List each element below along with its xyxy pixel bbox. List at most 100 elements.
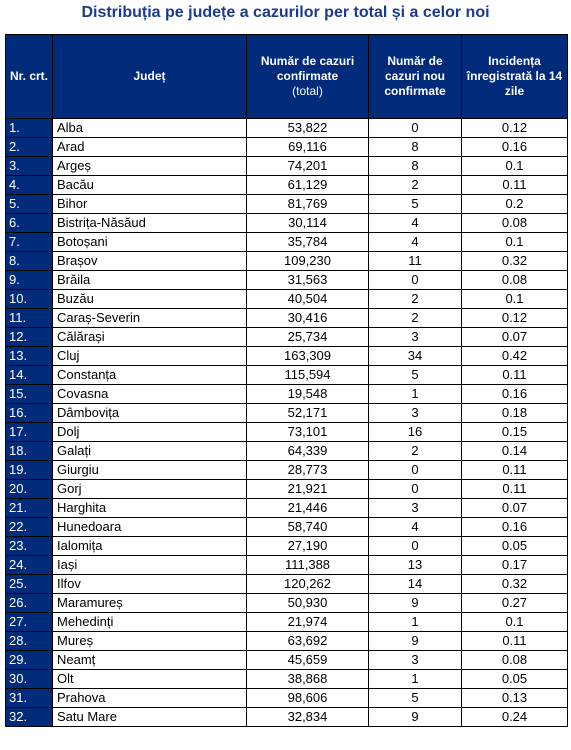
incidence-14-days: 0.32 — [461, 574, 568, 594]
incidence-14-days: 0.12 — [461, 118, 568, 138]
county-name: Galați — [52, 441, 247, 461]
total-cases: 21,921 — [246, 479, 369, 499]
incidence-14-days: 0.11 — [461, 175, 568, 195]
total-cases: 61,129 — [246, 175, 369, 195]
county-name: Mureș — [52, 631, 247, 651]
row-number: 9. — [5, 270, 53, 290]
row-number: 31. — [5, 688, 53, 708]
total-cases: 38,868 — [246, 669, 369, 689]
county-name: Buzău — [52, 289, 247, 309]
table-row: 6. Bistrița-Năsăud 30,114 4 0.08 — [5, 213, 568, 233]
table-row: 19. Giurgiu 28,773 0 0.11 — [5, 460, 568, 480]
county-name: Ialomița — [52, 536, 247, 556]
total-cases: 120,262 — [246, 574, 369, 594]
new-cases: 3 — [368, 327, 462, 347]
table-row: 23. Ialomița 27,190 0 0.05 — [5, 536, 568, 556]
total-cases: 53,822 — [246, 118, 369, 138]
county-name: Olt — [52, 669, 247, 689]
new-cases: 2 — [368, 308, 462, 328]
header-total: Număr de cazuri confirmate (total) — [246, 34, 369, 119]
table-row: 11. Caraș-Severin 30,416 2 0.12 — [5, 308, 568, 328]
table-row: 3. Argeș 74,201 8 0.1 — [5, 156, 568, 176]
table-row: 30. Olt 38,868 1 0.05 — [5, 669, 568, 689]
total-cases: 40,504 — [246, 289, 369, 309]
total-cases: 109,230 — [246, 251, 369, 271]
incidence-14-days: 0.08 — [461, 270, 568, 290]
table-row: 12. Călărași 25,734 3 0.07 — [5, 327, 568, 347]
table-row: 26. Maramureș 50,930 9 0.27 — [5, 593, 568, 613]
row-number: 7. — [5, 232, 53, 252]
new-cases: 9 — [368, 707, 462, 727]
incidence-14-days: 0.24 — [461, 707, 568, 727]
incidence-14-days: 0.15 — [461, 422, 568, 442]
total-cases: 52,171 — [246, 403, 369, 423]
county-name: Dâmbovița — [52, 403, 247, 423]
incidence-14-days: 0.11 — [461, 479, 568, 499]
table-row: 32. Satu Mare 32,834 9 0.24 — [5, 707, 568, 727]
new-cases: 5 — [368, 365, 462, 385]
total-cases: 64,339 — [246, 441, 369, 461]
total-cases: 115,594 — [246, 365, 369, 385]
table-row: 13. Cluj 163,309 34 0.42 — [5, 346, 568, 366]
county-name: Călărași — [52, 327, 247, 347]
county-name: Satu Mare — [52, 707, 247, 727]
row-number: 15. — [5, 384, 53, 404]
table-row: 14. Constanța 115,594 5 0.11 — [5, 365, 568, 385]
county-name: Giurgiu — [52, 460, 247, 480]
incidence-14-days: 0.07 — [461, 327, 568, 347]
incidence-14-days: 0.11 — [461, 631, 568, 651]
total-cases: 25,734 — [246, 327, 369, 347]
incidence-14-days: 0.08 — [461, 213, 568, 233]
total-cases: 30,114 — [246, 213, 369, 233]
table-row: 17. Dolj 73,101 16 0.15 — [5, 422, 568, 442]
incidence-14-days: 0.32 — [461, 251, 568, 271]
total-cases: 63,692 — [246, 631, 369, 651]
row-number: 3. — [5, 156, 53, 176]
new-cases: 4 — [368, 517, 462, 537]
table-row: 22. Hunedoara 58,740 4 0.16 — [5, 517, 568, 537]
new-cases: 5 — [368, 688, 462, 708]
table-row: 1. Alba 53,822 0 0.12 — [5, 118, 568, 138]
new-cases: 8 — [368, 156, 462, 176]
row-number: 28. — [5, 631, 53, 651]
table-body: 1. Alba 53,822 0 0.12 2. Arad 69,116 8 0.16 3. Arge… — [5, 118, 568, 727]
table-row: 25. Ilfov 120,262 14 0.32 — [5, 574, 568, 594]
table-row: 21. Harghita 21,446 3 0.07 — [5, 498, 568, 518]
total-cases: 31,563 — [246, 270, 369, 290]
table-header: Nr. crt. Județ Număr de cazuri confirmat… — [5, 34, 568, 119]
table-row: 5. Bihor 81,769 5 0.2 — [5, 194, 568, 214]
county-name: Gorj — [52, 479, 247, 499]
county-name: Harghita — [52, 498, 247, 518]
header-noi: Număr de cazuri nou confirmate — [368, 34, 462, 119]
new-cases: 0 — [368, 479, 462, 499]
county-name: Brăila — [52, 270, 247, 290]
incidence-14-days: 0.05 — [461, 536, 568, 556]
incidence-14-days: 0.1 — [461, 289, 568, 309]
row-number: 24. — [5, 555, 53, 575]
table-row: 4. Bacău 61,129 2 0.11 — [5, 175, 568, 195]
new-cases: 0 — [368, 536, 462, 556]
row-number: 5. — [5, 194, 53, 214]
county-name: Hunedoara — [52, 517, 247, 537]
row-number: 27. — [5, 612, 53, 632]
row-number: 4. — [5, 175, 53, 195]
table-row: 31. Prahova 98,606 5 0.13 — [5, 688, 568, 708]
table-row: 2. Arad 69,116 8 0.16 — [5, 137, 568, 157]
row-number: 8. — [5, 251, 53, 271]
incidence-14-days: 0.1 — [461, 612, 568, 632]
header-incidenta: Incidența înregistrată la 14 zile — [461, 34, 568, 119]
row-number: 16. — [5, 403, 53, 423]
header-nr: Nr. crt. — [5, 34, 53, 119]
county-name: Constanța — [52, 365, 247, 385]
county-name: Bistrița-Năsăud — [52, 213, 247, 233]
table-row: 8. Brașov 109,230 11 0.32 — [5, 251, 568, 271]
table-row: 18. Galați 64,339 2 0.14 — [5, 441, 568, 461]
row-number: 6. — [5, 213, 53, 233]
row-number: 20. — [5, 479, 53, 499]
table-row: 27. Mehedinți 21,974 1 0.1 — [5, 612, 568, 632]
new-cases: 13 — [368, 555, 462, 575]
new-cases: 8 — [368, 137, 462, 157]
incidence-14-days: 0.13 — [461, 688, 568, 708]
new-cases: 3 — [368, 403, 462, 423]
new-cases: 1 — [368, 612, 462, 632]
